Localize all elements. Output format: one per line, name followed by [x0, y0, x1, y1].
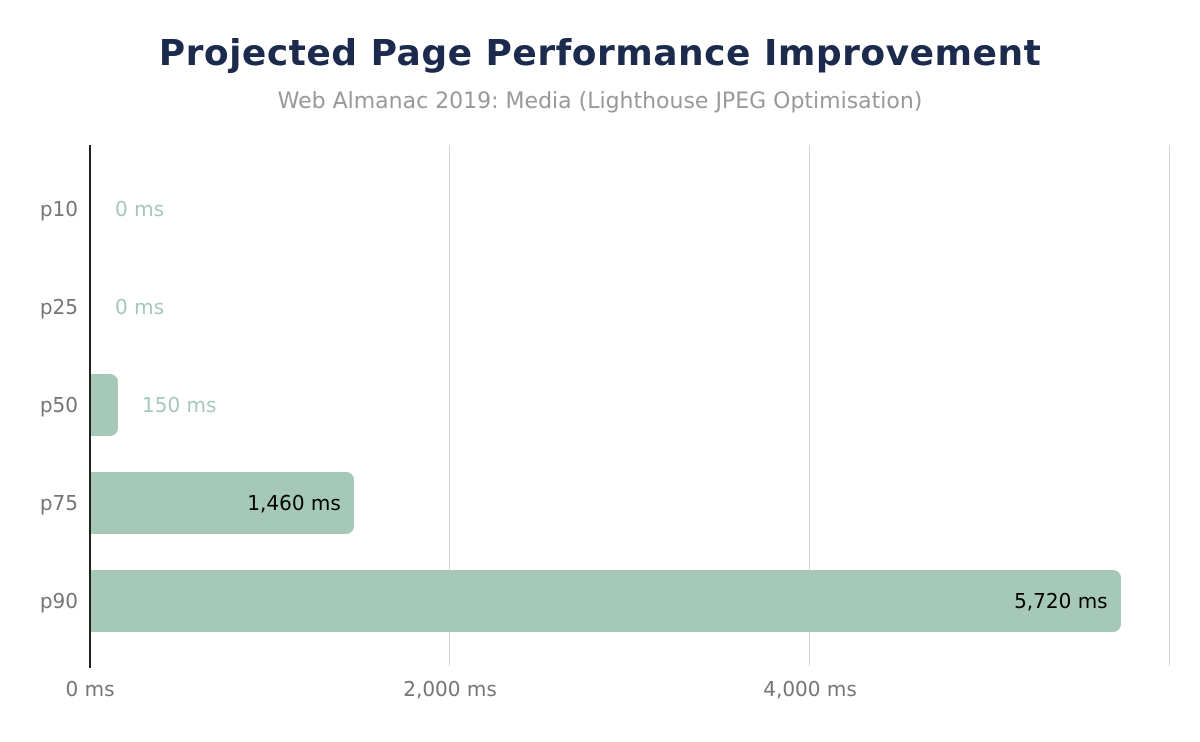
bar-p50[interactable] — [91, 374, 118, 436]
gridline — [809, 145, 810, 666]
x-tick-label: 4,000 ms — [763, 677, 857, 701]
category-label: p10 — [39, 197, 78, 221]
bar-value-label: 0 ms — [115, 295, 164, 319]
x-tick-label: 0 ms — [65, 677, 115, 701]
plot-area: p10 0 ms p25 0 ms p50 150 ms p75 1,460 ms p90 5,7… — [0, 145, 1200, 725]
bar-row: p90 5,720 ms — [0, 570, 1200, 632]
bar-row: p75 1,460 ms — [0, 472, 1200, 534]
category-label: p90 — [39, 589, 78, 613]
chart-title: Projected Page Performance Improvement — [158, 33, 1042, 74]
gridline — [1169, 145, 1170, 666]
bar-value-label: 5,720 ms — [1014, 589, 1108, 613]
bar-p75[interactable]: 1,460 ms — [91, 472, 354, 534]
category-label: p50 — [39, 393, 78, 417]
bar-p90[interactable]: 5,720 ms — [91, 570, 1121, 632]
bar-value-label: 150 ms — [142, 393, 217, 417]
x-tick-label: 2,000 ms — [403, 677, 497, 701]
gridline — [449, 145, 450, 666]
bar-row: p25 0 ms — [0, 276, 1200, 338]
y-axis-line — [89, 145, 91, 668]
bar-value-label: 0 ms — [115, 197, 164, 221]
category-label: p25 — [39, 295, 78, 319]
bar-row: p50 150 ms — [0, 374, 1200, 436]
category-label: p75 — [39, 491, 78, 515]
chart-subtitle: Web Almanac 2019: Media (Lighthouse JPEG… — [277, 89, 923, 114]
bar-value-label: 1,460 ms — [247, 491, 341, 515]
bar-row: p10 0 ms — [0, 178, 1200, 240]
